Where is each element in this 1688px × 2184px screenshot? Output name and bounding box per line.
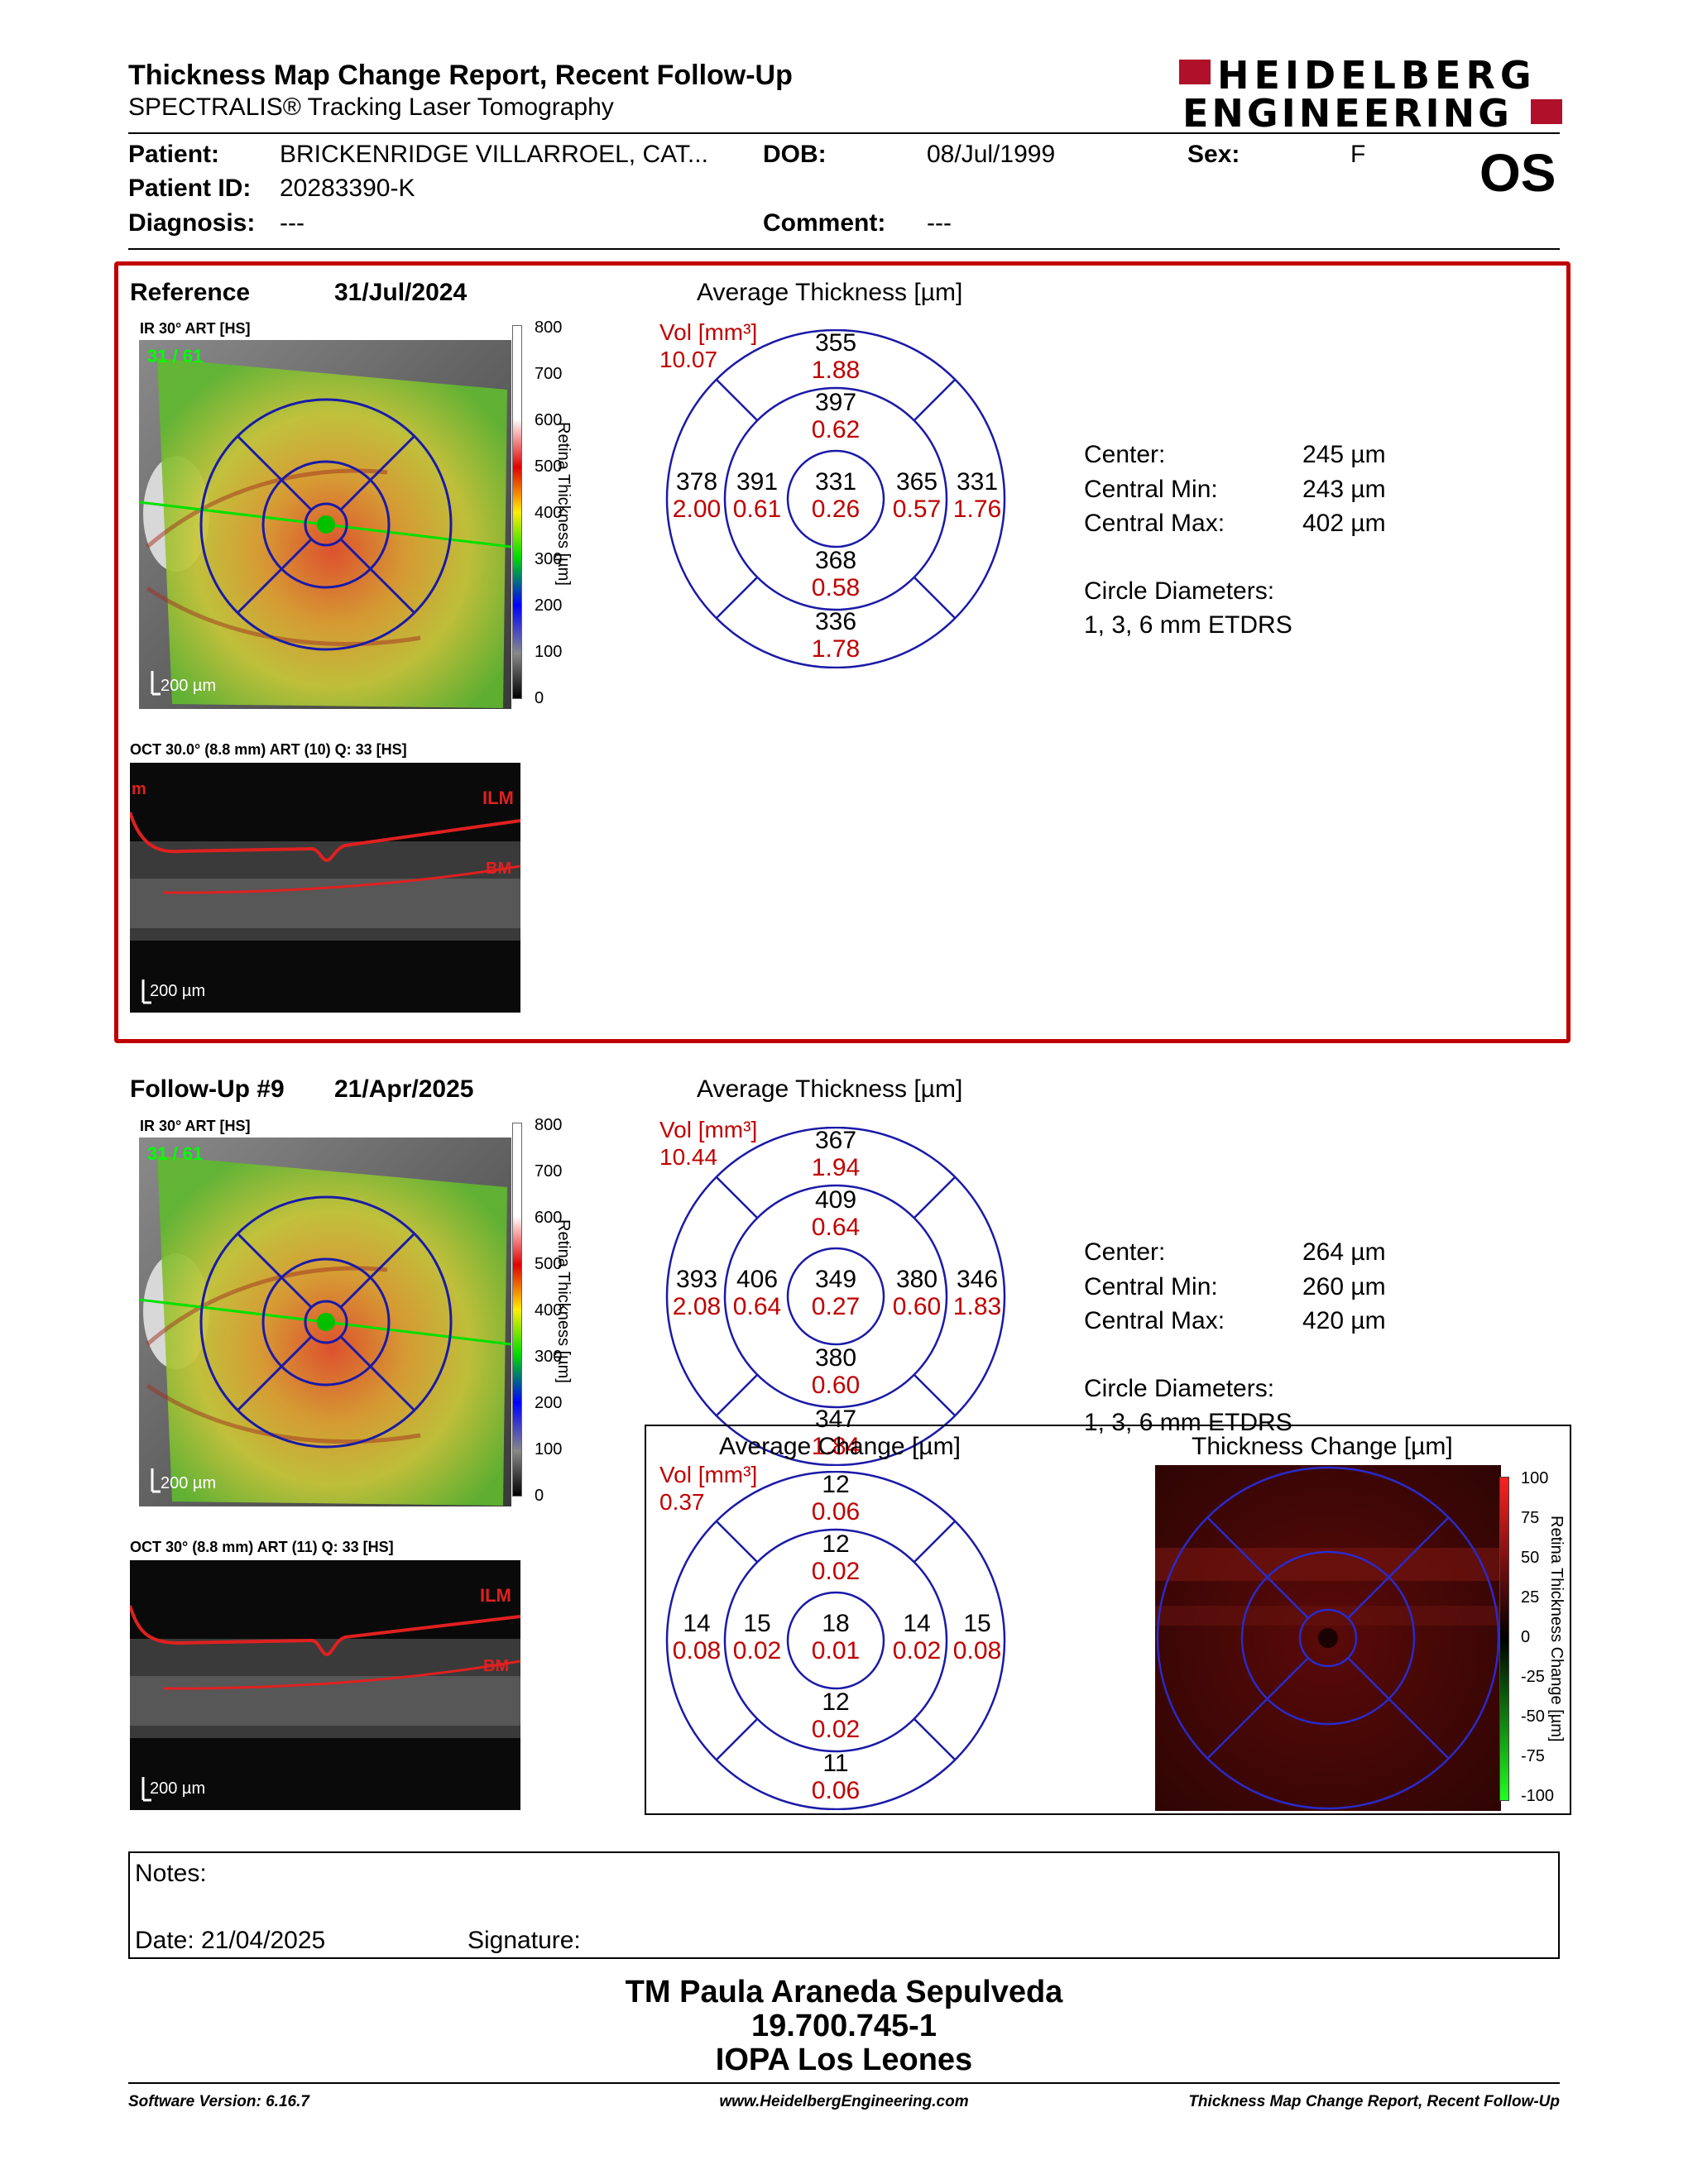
followup-thickness-color-scale [512,1123,522,1497]
thickness-change-map [1155,1465,1501,1811]
change-color-scale [1499,1477,1509,1801]
followup-ir-thickness-map: 31 / 61 200 µm [139,1138,511,1506]
ir-scale-text: 200 µm [161,677,216,695]
circle-diameters-value: 1, 3, 6 mm ETDRS [1084,611,1292,639]
thickness-change-title: Thickness Change [µm] [1192,1433,1453,1460]
sex-value: F [1350,141,1366,168]
followup-ilm-label: ILM [480,1585,511,1606]
followup-bm-label: BM [483,1657,509,1675]
signature-label: Signature: [468,1927,581,1954]
etdrs-grid-followup [665,1127,1006,1466]
patient-label: Patient: [128,141,220,168]
report-title: Thickness Map Change Report, Recent Foll… [128,60,793,91]
etdrs-grid-change [665,1471,1006,1810]
reference-label: Reference [130,279,251,306]
change-vol-total: 0.37 [659,1489,705,1515]
central-max-value: 402 µm [1302,510,1386,537]
followup-central-min-label: Central Min: [1084,1273,1218,1300]
reference-date: 31/Jul/2024 [334,279,468,306]
followup-oct-scale: 200 µm [150,1779,205,1798]
etdrs-values-change: 12 0.06 12 0.02 14 0.08 15 0.02 18 0.01 … [672,1471,1002,1804]
footer-report-name: Thickness Map Change Report, Recent Foll… [1188,2093,1560,2110]
followup-oct-bscan: ILM BM 200 µm [130,1560,520,1810]
ir-overlay-text: 31 / 61 [147,346,203,366]
followup-central-max-value: 420 µm [1302,1307,1386,1334]
bm-label: BM [486,860,511,878]
date-label: Date: 21/04/2025 [135,1927,326,1954]
thickness-scale-ticks: 800 700 600 500 400 300 200 100 0 [535,318,563,707]
vol-label: Vol [mm³] [659,319,758,345]
heidelberg-logo: HEIDELBERG ENGINEERING [1179,53,1568,136]
oct-scale-text: 200 µm [150,982,205,1000]
followup-vol-label: Vol [mm³] [659,1117,758,1142]
central-min-value: 243 µm [1302,476,1386,503]
followup-label: Follow-Up #9 [130,1075,285,1103]
signer-name: TM Paula Araneda Sepulveda [625,1975,1063,2009]
patient-id-label: Patient ID: [128,175,252,202]
comment-label: Comment: [763,209,886,237]
followup-center-value: 264 µm [1302,1238,1386,1266]
thickness-color-scale [512,325,522,699]
dob-value: 08/Jul/1999 [927,141,1056,168]
patient-name: BRICKENRIDGE VILLARROEL, CAT... [280,141,708,168]
footer-website: www.HeidelbergEngineering.com [719,2093,969,2110]
dob-label: DOB: [763,141,827,168]
change-box [645,1425,1571,1815]
diagnosis-label: Diagnosis: [128,209,256,237]
followup-ir-overlay: 31 / 61 [147,1143,203,1164]
change-vol-label: Vol [mm³] [659,1462,758,1487]
etdrs-values-reference: 355 1.88 397 0.62 378 2.00 391 0.61 331 … [672,329,1002,663]
footer-software-version: Software Version: 6.16.7 [128,2093,309,2110]
ir-label: IR 30° ART [HS] [140,320,251,337]
followup-central-max-label: Central Max: [1084,1307,1225,1334]
followup-center-label: Center: [1084,1238,1166,1266]
thickness-scale-label: Retina Thickness [µm] [554,422,573,586]
center-label: Center: [1084,441,1166,468]
notes-label: Notes: [135,1860,207,1887]
signer-id: 19.700.745-1 [751,2009,937,2043]
ir-thickness-map: 31 / 61 200 µm [139,340,511,709]
followup-circle-diameters-value: 1, 3, 6 mm ETDRS [1084,1409,1292,1436]
sex-label: Sex: [1187,141,1240,168]
avg-change-title: Average Change [µm] [719,1433,961,1460]
followup-circle-diameters-label: Circle Diameters: [1084,1375,1275,1402]
diagnosis-value: --- [280,209,305,237]
followup-ir-scale: 200 µm [161,1474,216,1492]
circle-diameters-label: Circle Diameters: [1084,577,1275,605]
avg-thickness-title: Average Thickness [µm] [697,279,963,306]
oct-bscan: m ILM BM 200 µm [130,763,520,1013]
etdrs-grid-reference [665,329,1006,668]
reference-frame [114,261,1571,1043]
followup-thickness-scale-ticks: 800 700 600 500 400 300 200 100 0 [535,1116,563,1505]
followup-oct-label: OCT 30° (8.8 mm) ART (11) Q: 33 [HS] [130,1539,394,1555]
followup-date: 21/Apr/2025 [334,1075,474,1103]
followup-ir-label: IR 30° ART [HS] [140,1118,251,1134]
change-scale-ticks: 100 75 50 25 0 -25 -50 -75 -100 [1521,1469,1555,1805]
change-scale-label: Retina Thickness Change [µm] [1547,1516,1566,1742]
ilm-label: ILM [482,788,514,808]
central-max-label: Central Max: [1084,510,1225,537]
followup-avg-thickness-title: Average Thickness [µm] [697,1075,963,1103]
report-subtitle: SPECTRALIS® Tracking Laser Tomography [128,93,614,121]
central-min-label: Central Min: [1084,476,1218,503]
center-value: 245 µm [1302,441,1386,468]
signer-institution: IOPA Los Leones [715,2043,973,2077]
followup-thickness-scale-label: Retina Thickness [µm] [554,1219,573,1383]
followup-vol-total: 10.44 [659,1144,718,1170]
etdrs-values-followup: 367 1.94 409 0.64 393 2.08 406 0.64 349 … [672,1127,1002,1460]
comment-value: --- [927,209,952,237]
oct-label: OCT 30.0° (8.8 mm) ART (10) Q: 33 [HS] [130,741,407,758]
patient-id-value: 20283390-K [280,175,415,202]
notes-box [128,1851,1560,1959]
vol-total: 10.07 [659,347,718,372]
followup-central-min-value: 260 µm [1302,1273,1386,1300]
oct-m-label: m [132,780,146,798]
eye-label: OS [1479,143,1556,203]
